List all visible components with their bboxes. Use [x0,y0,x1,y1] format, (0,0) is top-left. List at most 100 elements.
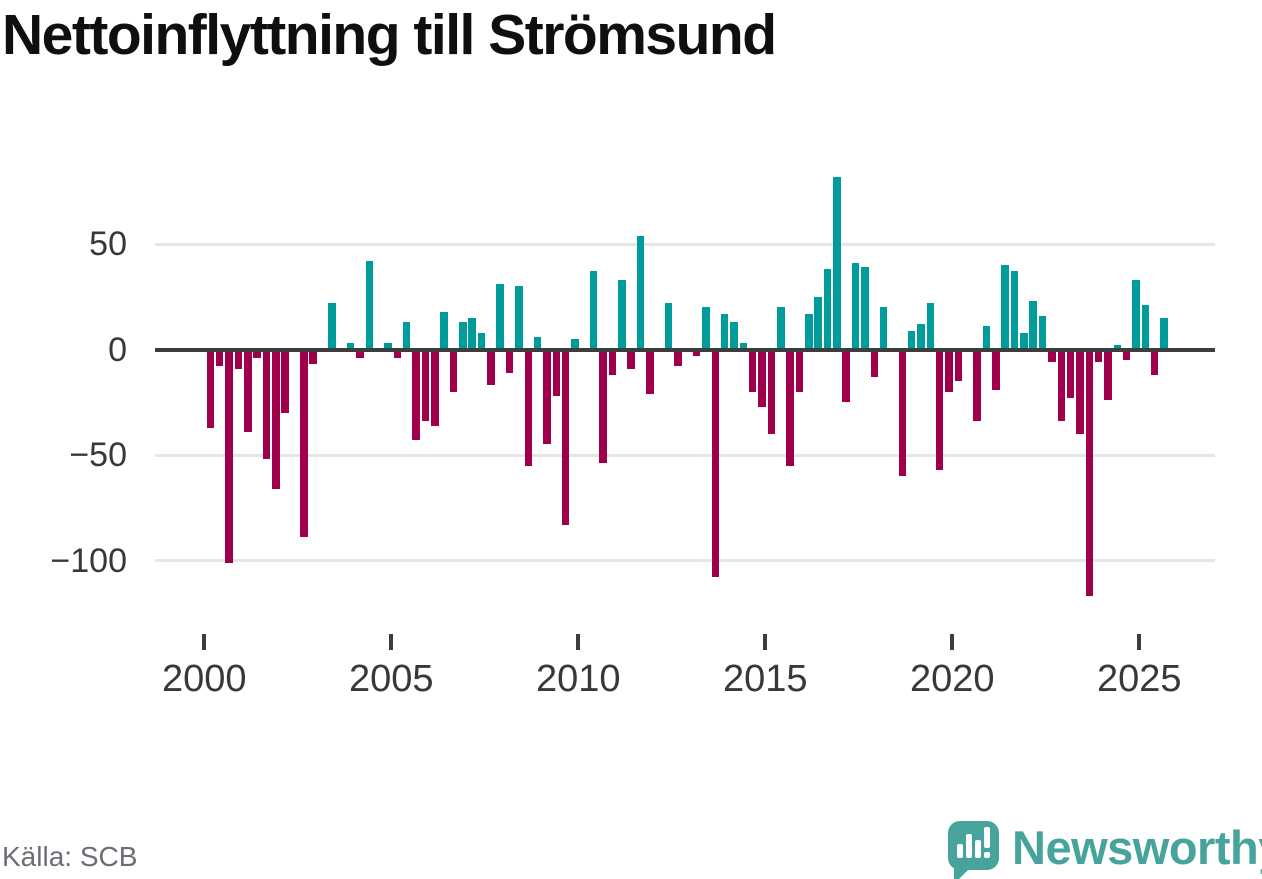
x-axis-tick-label: 2000 [162,658,247,700]
bar-negative [421,349,430,422]
bar-negative [487,349,495,386]
bar-positive [720,313,729,350]
bar-negative [253,349,261,358]
bar-positive [805,313,813,350]
bar-negative [225,349,233,563]
bar-negative [300,349,308,538]
x-axis-tick-label: 2020 [910,658,995,700]
bar-negative [552,349,561,396]
bar-positive [907,330,916,350]
bar-positive [851,263,860,350]
bar-positive [440,311,448,350]
bar-positive [833,176,841,350]
bar-negative [898,349,907,477]
bar-negative [842,349,850,403]
bar-negative [748,349,757,392]
x-axis-tick-label: 2005 [349,658,434,700]
bar-positive [1029,301,1037,350]
gridline [155,559,1215,562]
bar-negative [524,349,533,466]
x-axis-tick-mark [202,634,207,650]
x-axis-tick-mark [1137,634,1142,650]
x-axis-tick-label: 2015 [723,658,808,700]
bar-negative [543,349,551,445]
bar-positive [1001,265,1009,350]
bar-positive [384,343,392,350]
bar-positive [636,235,645,350]
bar-negative [767,349,776,434]
bar-positive [571,338,579,350]
bar-negative [711,349,720,578]
logo-bar-icon [975,840,981,858]
bar-negative [1150,349,1159,375]
y-axis-tick-label: −100 [50,541,127,580]
bar-positive [982,326,991,350]
bar-positive [739,343,748,350]
y-axis-tick-label: 50 [89,225,127,263]
x-axis-tick-mark [576,634,581,650]
bar-positive [365,260,374,350]
x-axis-tick-mark [763,634,768,650]
bar-positive [730,322,738,350]
bar-negative [412,349,420,441]
bar-positive [1160,317,1168,350]
bar-negative [954,349,963,382]
bar-positive [1038,315,1047,350]
chart-title: Nettoinflyttning till Strömsund [2,3,777,67]
bar-negative [431,349,439,426]
x-axis-tick-label: 2010 [536,658,621,700]
bar-positive [328,303,336,350]
bar-negative [1048,349,1056,363]
logo-bar-icon [957,844,963,858]
bar-positive [926,303,935,350]
bar-negative [674,349,682,367]
bar-positive [879,307,888,350]
bar-positive [823,269,832,350]
bar-negative [1066,349,1075,398]
bar-negative [1057,349,1066,422]
bar-negative [786,349,794,466]
bar-positive [402,322,411,350]
bar-negative [262,349,271,460]
bar-negative [281,349,289,413]
bar-negative [945,349,953,392]
bar-positive [814,296,822,350]
logo-speech-tail [954,868,970,879]
bar-positive [1113,345,1122,350]
bar-negative [393,349,402,358]
bar-positive [1141,305,1150,350]
bar-positive [533,336,542,350]
bar-positive [346,343,355,350]
bar-negative [1076,349,1084,434]
gridline [155,242,1215,246]
logo-exclamation-dot-icon [984,852,990,858]
bar-negative [449,349,458,392]
x-axis-tick-mark [389,634,394,650]
newsworthy-logo-icon [948,821,999,879]
bar-negative [309,349,317,365]
bar-positive [496,284,504,350]
bar-positive [1132,279,1140,350]
zero-baseline [155,347,1215,352]
bar-negative [206,349,215,428]
bar-positive [1010,271,1019,350]
bar-negative [870,349,879,377]
gridline [155,453,1215,457]
bar-negative [758,349,766,407]
bar-negative [795,349,804,392]
bar-negative [215,349,224,367]
bar-negative [1085,349,1094,597]
bar-negative [561,349,570,525]
bar-negative [244,349,252,432]
logo-bar-icon [966,834,972,858]
bar-negative [692,349,701,356]
bar-negative [992,349,1000,390]
bar-negative [505,349,514,373]
y-axis-tick-label: 0 [108,330,127,369]
bar-negative [935,349,944,470]
bar-positive [589,271,598,350]
bar-positive [618,279,626,350]
logo-exclamation-icon [984,827,990,848]
